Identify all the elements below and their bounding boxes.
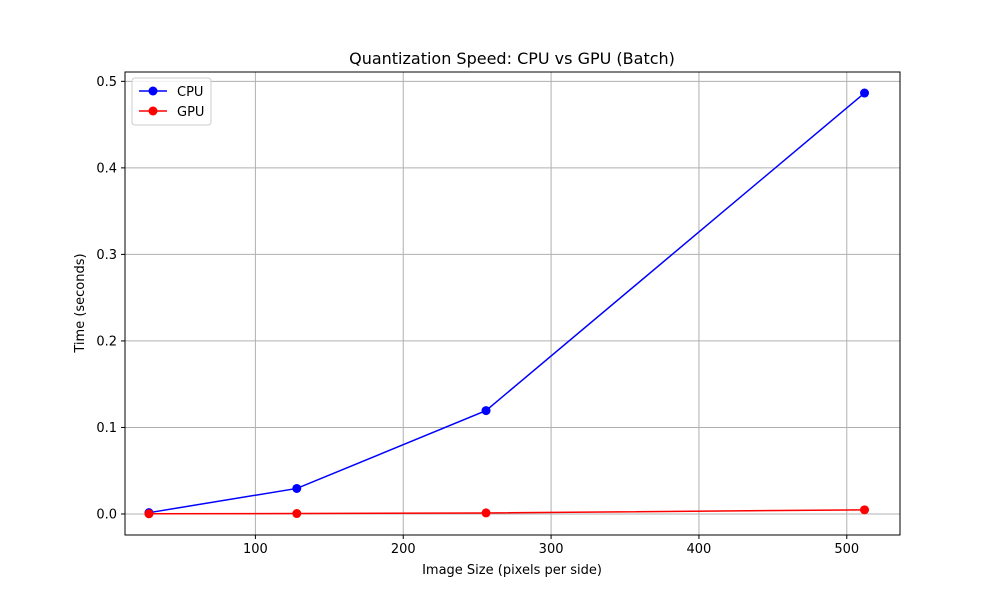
x-tick-label: 200: [391, 542, 416, 557]
gpu-data-point: [481, 508, 491, 518]
y-tick-label: 0.0: [96, 507, 117, 522]
gpu-data-point: [860, 505, 870, 515]
cpu-data-point: [292, 483, 302, 493]
y-tick-label: 0.1: [96, 421, 117, 436]
x-axis-label: Image Size (pixels per side): [422, 563, 602, 578]
x-tick-label: 500: [834, 542, 859, 557]
cpu-data-point: [481, 406, 491, 416]
chart-title: Quantization Speed: CPU vs GPU (Batch): [349, 49, 675, 68]
y-tick-label: 0.5: [96, 75, 117, 90]
cpu-series-line: [148, 92, 866, 514]
gpu-data-point: [292, 509, 302, 519]
x-tick-label: 300: [539, 542, 564, 557]
plot-area: [125, 72, 900, 535]
y-tick-label: 0.4: [96, 161, 117, 176]
y-axis-label: Time (seconds): [73, 253, 88, 353]
grid: [125, 72, 900, 535]
legend-cpu-label: CPU: [177, 85, 203, 100]
legend-cpu-marker: [148, 86, 158, 96]
legend-gpu-marker: [148, 106, 158, 116]
gpu-series-line: [148, 509, 865, 515]
legend: CPU GPU: [131, 77, 212, 126]
cpu-data-point: [860, 88, 870, 98]
plot-frame: [124, 71, 901, 536]
y-tick-label: 0.3: [96, 248, 117, 263]
x-tick-label: 100: [243, 542, 268, 557]
y-tick-label: 0.2: [96, 334, 117, 349]
gpu-data-point: [144, 509, 154, 519]
legend-gpu-label: GPU: [177, 105, 204, 120]
ticks: 100 200 300 400 500 0.0 0.1 0.2 0.3 0.4 0.5: [96, 75, 859, 557]
x-tick-label: 400: [687, 542, 712, 557]
series-layer: [144, 88, 870, 519]
